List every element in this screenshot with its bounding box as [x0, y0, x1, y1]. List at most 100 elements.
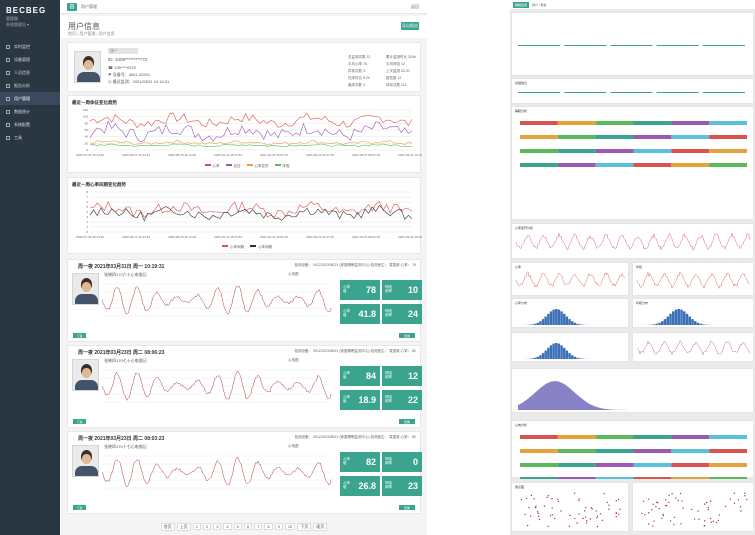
meta-value: 0912201008021 (家庭睡眠监测中心) [313, 349, 370, 353]
profile-stat: 累计监测时长 318h [386, 55, 416, 60]
stat-label: 上次监测 [386, 69, 400, 73]
sidebar-item-2[interactable]: 人员信息 [0, 66, 60, 79]
tab-user-manage[interactable]: 用户管理 [81, 3, 97, 9]
y-tick-label: 60 [85, 128, 89, 132]
sidebar-item-0[interactable]: 实时监控 [0, 40, 60, 53]
report-panel: 心率 [511, 262, 629, 296]
ecg-title: 周一夜 2021年03月23日 周二 08:03:23 [78, 436, 165, 442]
legend-label[interactable]: 心率 [212, 164, 220, 168]
metric-label-line2: 频率 [385, 375, 392, 379]
stat-label: 在床时长 [348, 76, 362, 80]
x-tick-label: 2020-10-14 15:14:53 [214, 153, 242, 157]
detail-button[interactable]: 查看 [399, 333, 415, 338]
report-panel [511, 332, 629, 362]
metric-label-line2: 值 [343, 461, 347, 465]
stat-value: 76 [362, 62, 367, 66]
user-name: 张** [108, 48, 138, 54]
menu-icon [6, 122, 10, 127]
user-device: ⚑ 设备号：4001-20201 [108, 72, 151, 77]
page-link[interactable]: 4 [223, 523, 232, 530]
menu-icon [6, 70, 10, 75]
report-tab[interactable]: 睡眠监测 [513, 1, 530, 8]
user-menu[interactable]: 系统管理员 ▾ [6, 22, 30, 27]
metric-label-line2: 值 [343, 399, 347, 403]
panel-graphic [639, 309, 730, 325]
page-link[interactable]: 5 [233, 523, 242, 530]
x-tick-label: 2021-01-12 16:51:10 [260, 153, 288, 157]
metric-value: 82 [365, 457, 376, 467]
page-link[interactable]: 首页 [160, 523, 175, 531]
page-link[interactable]: 1 [192, 523, 201, 530]
page-link[interactable]: 上页 [176, 523, 191, 531]
sidebar-item-7[interactable]: 工具 [0, 131, 60, 144]
x-tick-label: 2020-09-15 11:14:28 [168, 235, 196, 239]
ecg-wave-legend[interactable]: 心电图 [288, 272, 299, 276]
home-tab[interactable]: 首 [67, 2, 77, 11]
page-link[interactable]: 下页 [297, 523, 312, 531]
sidebar-item-label: 数据统计 [14, 108, 30, 114]
metric-box: 心率值 41.8 [340, 304, 380, 324]
legend-label[interactable]: 心率变异 [254, 164, 269, 168]
report-crumb: 用户 / 报告 [532, 2, 547, 7]
metric-label-line2: 频率 [385, 313, 392, 317]
sidebar-item-label: 报告分析 [14, 82, 30, 88]
meta-label: 检测医生： [370, 349, 389, 353]
series-line [89, 139, 413, 146]
x-tick-label: 2021-02-20 11:27:25 [306, 235, 334, 239]
legend-label[interactable]: 心率间期 [230, 245, 244, 249]
ecg-wave-legend[interactable]: 心电图 [288, 358, 299, 362]
profile-stat: 体动次数 112 [386, 83, 407, 88]
legend-label[interactable]: 血压 [233, 164, 241, 168]
meta-value: 76 [412, 263, 416, 267]
sidebar-item-5[interactable]: 数据统计 [0, 105, 60, 118]
metric-value: 84 [365, 371, 376, 381]
stat-value: 03-31 [400, 69, 410, 73]
page-link[interactable]: 6 [243, 523, 253, 530]
series-line [89, 112, 413, 129]
stat-label: 离床次数 [348, 83, 362, 87]
metric-value: 10 [407, 285, 418, 295]
legend-label[interactable]: 心率间期 [258, 245, 272, 249]
page-link[interactable]: 9 [274, 523, 283, 530]
download-button[interactable]: 下载 [73, 333, 86, 338]
download-button[interactable]: 下载 [73, 419, 86, 424]
sidebar-item-1[interactable]: 设备管理 [0, 53, 60, 66]
ecg-wave-legend[interactable]: 心电图 [288, 444, 299, 448]
profile-stat: 上次监测 03-31 [386, 69, 410, 74]
panel-graphic [518, 45, 745, 46]
report-topbar: 睡眠监测 用户 / 报告 [510, 0, 755, 9]
panel-graphic [641, 492, 748, 527]
detail-button[interactable]: 查看 [399, 419, 415, 424]
page-link[interactable]: 尾页 [313, 523, 328, 531]
legend-swatch [204, 164, 211, 166]
meta-label: 检测设备： [294, 263, 313, 267]
stat-value: 8.2h [362, 76, 370, 80]
sidebar-item-6[interactable]: 系统配置 [0, 118, 60, 131]
legend-label[interactable]: 呼吸 [282, 164, 290, 168]
meta-label: 检测设备： [294, 349, 313, 353]
detail-button[interactable]: 查看 [399, 505, 415, 510]
back-link[interactable]: 返回 [411, 4, 419, 9]
page-link[interactable]: 7 [254, 523, 263, 530]
metric-label-line1: 呼吸 [385, 457, 392, 461]
download-button[interactable]: 下载 [73, 505, 86, 510]
metric-label-line1: 心率 [343, 481, 350, 485]
profile-stat: 平均呼吸 12 [386, 62, 405, 67]
sidebar-item-3[interactable]: 报告分析 [0, 79, 60, 92]
metric-label: 心率值 [343, 309, 350, 317]
metric-label: 心率值 [343, 371, 350, 379]
pagination: 首页 上页 1 2 3 4 5 6 7 8 9 10 下页 尾页 [61, 523, 427, 531]
metric-value: 0 [412, 457, 418, 467]
x-tick-label: 2020-07-30 16:14:49 [76, 235, 104, 239]
ecg-note: 张晓四170七十心电描记 [104, 358, 147, 363]
report-panel: 呼吸 [632, 262, 754, 296]
stat-value: 4 [362, 83, 365, 87]
page-link[interactable]: 10 [284, 523, 296, 530]
page-link[interactable]: 2 [202, 523, 212, 530]
page-link[interactable]: 8 [264, 523, 273, 530]
export-button[interactable]: 导出报告 [401, 22, 419, 30]
sidebar-item-4[interactable]: 用户管理 [0, 92, 60, 105]
menu-icon [6, 135, 10, 140]
page-link[interactable]: 3 [213, 523, 222, 530]
